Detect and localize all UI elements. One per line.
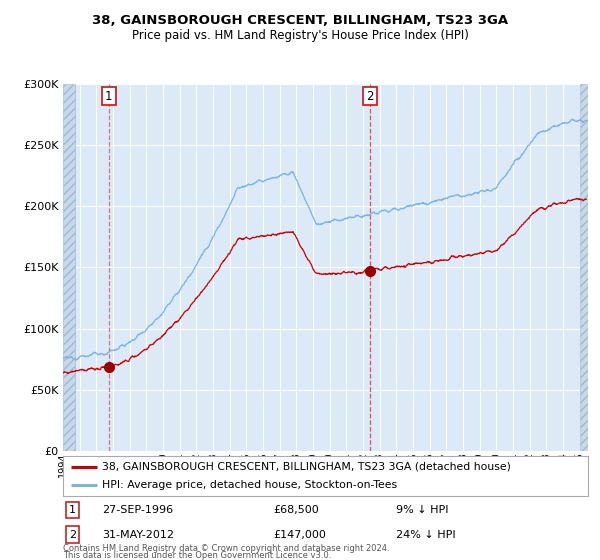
Text: 1: 1 <box>69 505 76 515</box>
Text: 31-MAY-2012: 31-MAY-2012 <box>103 530 175 540</box>
Text: 27-SEP-1996: 27-SEP-1996 <box>103 505 173 515</box>
Text: This data is licensed under the Open Government Licence v3.0.: This data is licensed under the Open Gov… <box>63 551 331 560</box>
Text: £68,500: £68,500 <box>273 505 319 515</box>
Text: HPI: Average price, detached house, Stockton-on-Tees: HPI: Average price, detached house, Stoc… <box>103 480 398 490</box>
Text: 1: 1 <box>105 90 113 102</box>
Text: 38, GAINSBOROUGH CRESCENT, BILLINGHAM, TS23 3GA: 38, GAINSBOROUGH CRESCENT, BILLINGHAM, T… <box>92 14 508 27</box>
Text: 38, GAINSBOROUGH CRESCENT, BILLINGHAM, TS23 3GA (detached house): 38, GAINSBOROUGH CRESCENT, BILLINGHAM, T… <box>103 462 511 472</box>
Text: Price paid vs. HM Land Registry's House Price Index (HPI): Price paid vs. HM Land Registry's House … <box>131 29 469 42</box>
Text: 2: 2 <box>69 530 76 540</box>
Text: Contains HM Land Registry data © Crown copyright and database right 2024.: Contains HM Land Registry data © Crown c… <box>63 544 389 553</box>
Text: 9% ↓ HPI: 9% ↓ HPI <box>397 505 449 515</box>
Text: 2: 2 <box>366 90 374 102</box>
Text: £147,000: £147,000 <box>273 530 326 540</box>
Text: 24% ↓ HPI: 24% ↓ HPI <box>397 530 456 540</box>
